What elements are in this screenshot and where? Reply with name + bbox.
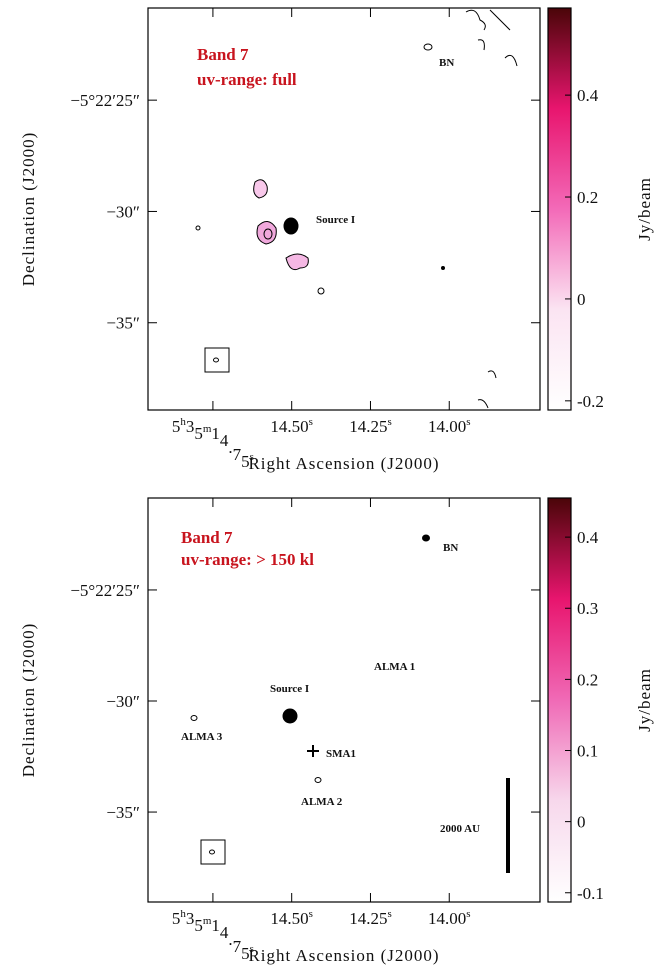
colorbar-tick-label: 0.3 [577, 599, 598, 618]
annotation: Band 7 [197, 45, 249, 64]
annotation: uv-range: full [197, 70, 297, 89]
colorbar [548, 8, 571, 410]
y-axis-label: Declination (J2000) [19, 132, 38, 287]
colorbar [548, 498, 571, 902]
annotation: uv-range: > 150 kl [181, 550, 314, 569]
x-tick-label: 14.00s [428, 416, 471, 436]
figure: 5h35m14.75s 14.50s 14.25s 14.00s −5°22′25″ −3… [0, 0, 672, 966]
x-tick-label: 14.25s [349, 908, 392, 928]
annotation: Source I [270, 683, 309, 695]
x-axis-label: Right Ascension (J2000) [248, 946, 439, 965]
x-tick-label: 14.25s [349, 416, 392, 436]
x-tick-label: 14.50s [270, 416, 313, 436]
x-tick-label: 14.00s [428, 908, 471, 928]
colorbar-tick-label: -0.1 [577, 884, 604, 903]
annotation: Band 7 [181, 528, 233, 547]
colorbar-tick-label: 0 [577, 290, 586, 309]
colorbar-label: Jy/beam [635, 177, 654, 241]
x-axis-label: Right Ascension (J2000) [248, 454, 439, 473]
annotation: 2000 AU [440, 823, 480, 835]
colorbar-tick-label: 0.2 [577, 670, 598, 689]
x-tick-label: 14.50s [270, 908, 313, 928]
x-tick-label: 5h35m14.75s [172, 908, 254, 963]
colorbar-tick-label: -0.2 [577, 392, 604, 411]
annotation: ALMA 1 [374, 661, 415, 673]
annotation: ALMA 3 [181, 731, 223, 743]
y-axis-label: Declination (J2000) [19, 623, 38, 778]
colorbar-tick-label: 0.2 [577, 188, 598, 207]
page: 5h35m14.75s 14.50s 14.25s 14.00s −5°22′25″ −3… [0, 0, 672, 971]
y-tick-label: −35″ [106, 803, 140, 822]
x-tick-label: 5h35m14.75s [172, 416, 254, 471]
annotation: ALMA 2 [301, 796, 343, 808]
colorbar-label: Jy/beam [635, 668, 654, 732]
colorbar-tick-label: 0.4 [577, 86, 599, 105]
annotation: Source I [316, 214, 355, 226]
y-tick-label: −35″ [106, 314, 140, 333]
annotation: BN [443, 542, 458, 554]
plot-frame [148, 8, 540, 410]
colorbar-tick-label: 0.4 [577, 528, 599, 547]
y-tick-label: −5°22′25″ [70, 581, 140, 600]
y-tick-label: −5°22′25″ [70, 91, 140, 110]
colorbar-tick-label: 0.1 [577, 742, 598, 761]
y-tick-label: −30″ [106, 692, 140, 711]
colorbar-tick-label: 0 [577, 813, 586, 832]
annotation: BN [439, 57, 454, 69]
annotation: SMA1 [326, 748, 356, 760]
y-tick-label: −30″ [106, 202, 140, 221]
